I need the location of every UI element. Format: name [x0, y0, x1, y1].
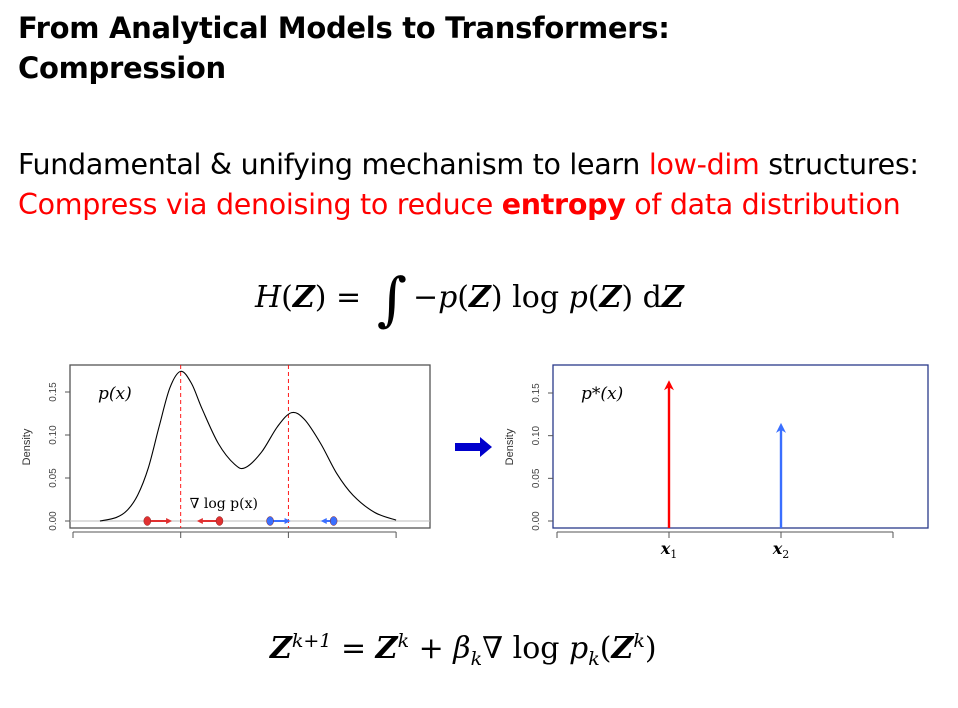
- sample-point: [266, 516, 274, 526]
- spike-label: x2: [772, 539, 790, 561]
- y-tick-label: 0.10: [531, 425, 542, 445]
- equation-term: p: [568, 280, 588, 315]
- equation-term: k: [470, 648, 483, 670]
- equation-term: Z: [599, 280, 622, 315]
- sample-point: [329, 516, 338, 526]
- body-line-1: Fundamental & unifying mechanism to lear…: [18, 145, 919, 185]
- equation-term: k: [397, 630, 410, 652]
- arrowhead: [320, 518, 327, 524]
- equation-term: (: [599, 631, 612, 666]
- y-tick-label: 0.00: [48, 511, 59, 531]
- equation-term: ∫: [376, 265, 407, 333]
- density-curve: [99, 370, 397, 522]
- slide-title: From Analytical Models to Transformers: …: [18, 8, 670, 88]
- equation-term: ) log: [490, 280, 569, 315]
- equation-term: ∇ log: [482, 631, 570, 666]
- equation-term: ) =: [314, 280, 371, 315]
- equation-term: p: [438, 280, 458, 315]
- equation-term: (: [281, 280, 293, 315]
- equation-term: H: [255, 280, 282, 315]
- body-line-2: Compress via denoising to reduce entropy…: [18, 185, 919, 225]
- sample-point: [143, 516, 152, 526]
- title-line-2: Compression: [18, 51, 226, 85]
- arrowhead: [776, 422, 786, 433]
- distribution-label: p*(x): [581, 384, 623, 404]
- plot-frame: [69, 364, 431, 529]
- entropy-equation: H(Z) = ∫ −p(Z) log p(Z) dZ: [255, 265, 684, 333]
- equation-term: k: [588, 648, 600, 670]
- sample-point: [215, 516, 224, 526]
- update-equation: Zk+1 = Zk + βk∇ log pk(Zk): [270, 630, 657, 670]
- gradient-label: ∇ log p(x): [190, 496, 258, 512]
- transition-arrow-icon: [455, 437, 492, 457]
- equation-term: ): [644, 631, 657, 666]
- equation-term: β: [453, 631, 471, 666]
- arrowhead: [166, 518, 173, 524]
- equation-term: k: [633, 630, 645, 652]
- y-tick-label: 0.10: [48, 425, 59, 445]
- arrowhead: [196, 518, 203, 524]
- plot-frame: [552, 364, 929, 529]
- equation-term: Z: [661, 280, 684, 315]
- chart-1: 0.00 0.05 0.10 0.15 Density p(x) ∇ log p(x): [21, 364, 431, 538]
- body-text: Fundamental & unifying mechanism to lear…: [18, 148, 649, 181]
- highlight-entropy: entropy: [501, 188, 626, 221]
- y-tick-label: 0.15: [48, 382, 59, 402]
- arrowhead: [284, 518, 291, 524]
- equation-term: +: [409, 631, 454, 666]
- distribution-label: p(x): [98, 384, 132, 404]
- slide-body: Fundamental & unifying mechanism to lear…: [18, 145, 919, 225]
- y-tick-label: 0.05: [531, 468, 542, 488]
- equation-term: Z: [292, 280, 315, 315]
- body-text: structures:: [759, 148, 919, 181]
- equation-term: Z: [611, 631, 634, 666]
- highlight-low-dim: low-dim: [648, 148, 760, 181]
- equation-term: =: [331, 631, 376, 666]
- equation-term: ) d: [621, 280, 662, 315]
- body-text: Compress via denoising to reduce: [18, 188, 502, 221]
- y-axis-label: Density: [504, 428, 516, 465]
- y-tick-label: 0.15: [531, 383, 542, 403]
- equation-term: Z: [375, 631, 398, 666]
- y-tick-label: 0.05: [48, 468, 59, 488]
- equation-term: −: [412, 280, 439, 315]
- arrowhead: [664, 380, 674, 391]
- equation-term: p: [569, 631, 589, 666]
- title-line-1: From Analytical Models to Transformers:: [18, 11, 670, 45]
- equation-term: Z: [469, 280, 491, 315]
- equation-term: (: [587, 280, 600, 315]
- equation-term: Z: [270, 631, 292, 666]
- chart-2: 0.00 0.05 0.10 0.15 Density p*(x) x1 x2: [504, 364, 929, 561]
- equation-term: k+1: [291, 630, 332, 652]
- y-axis-label: Density: [21, 428, 33, 465]
- spike-label: x1: [660, 539, 678, 561]
- body-text: of data distribution: [625, 188, 901, 221]
- y-tick-label: 0.00: [531, 511, 542, 531]
- equation-term: (: [457, 280, 470, 315]
